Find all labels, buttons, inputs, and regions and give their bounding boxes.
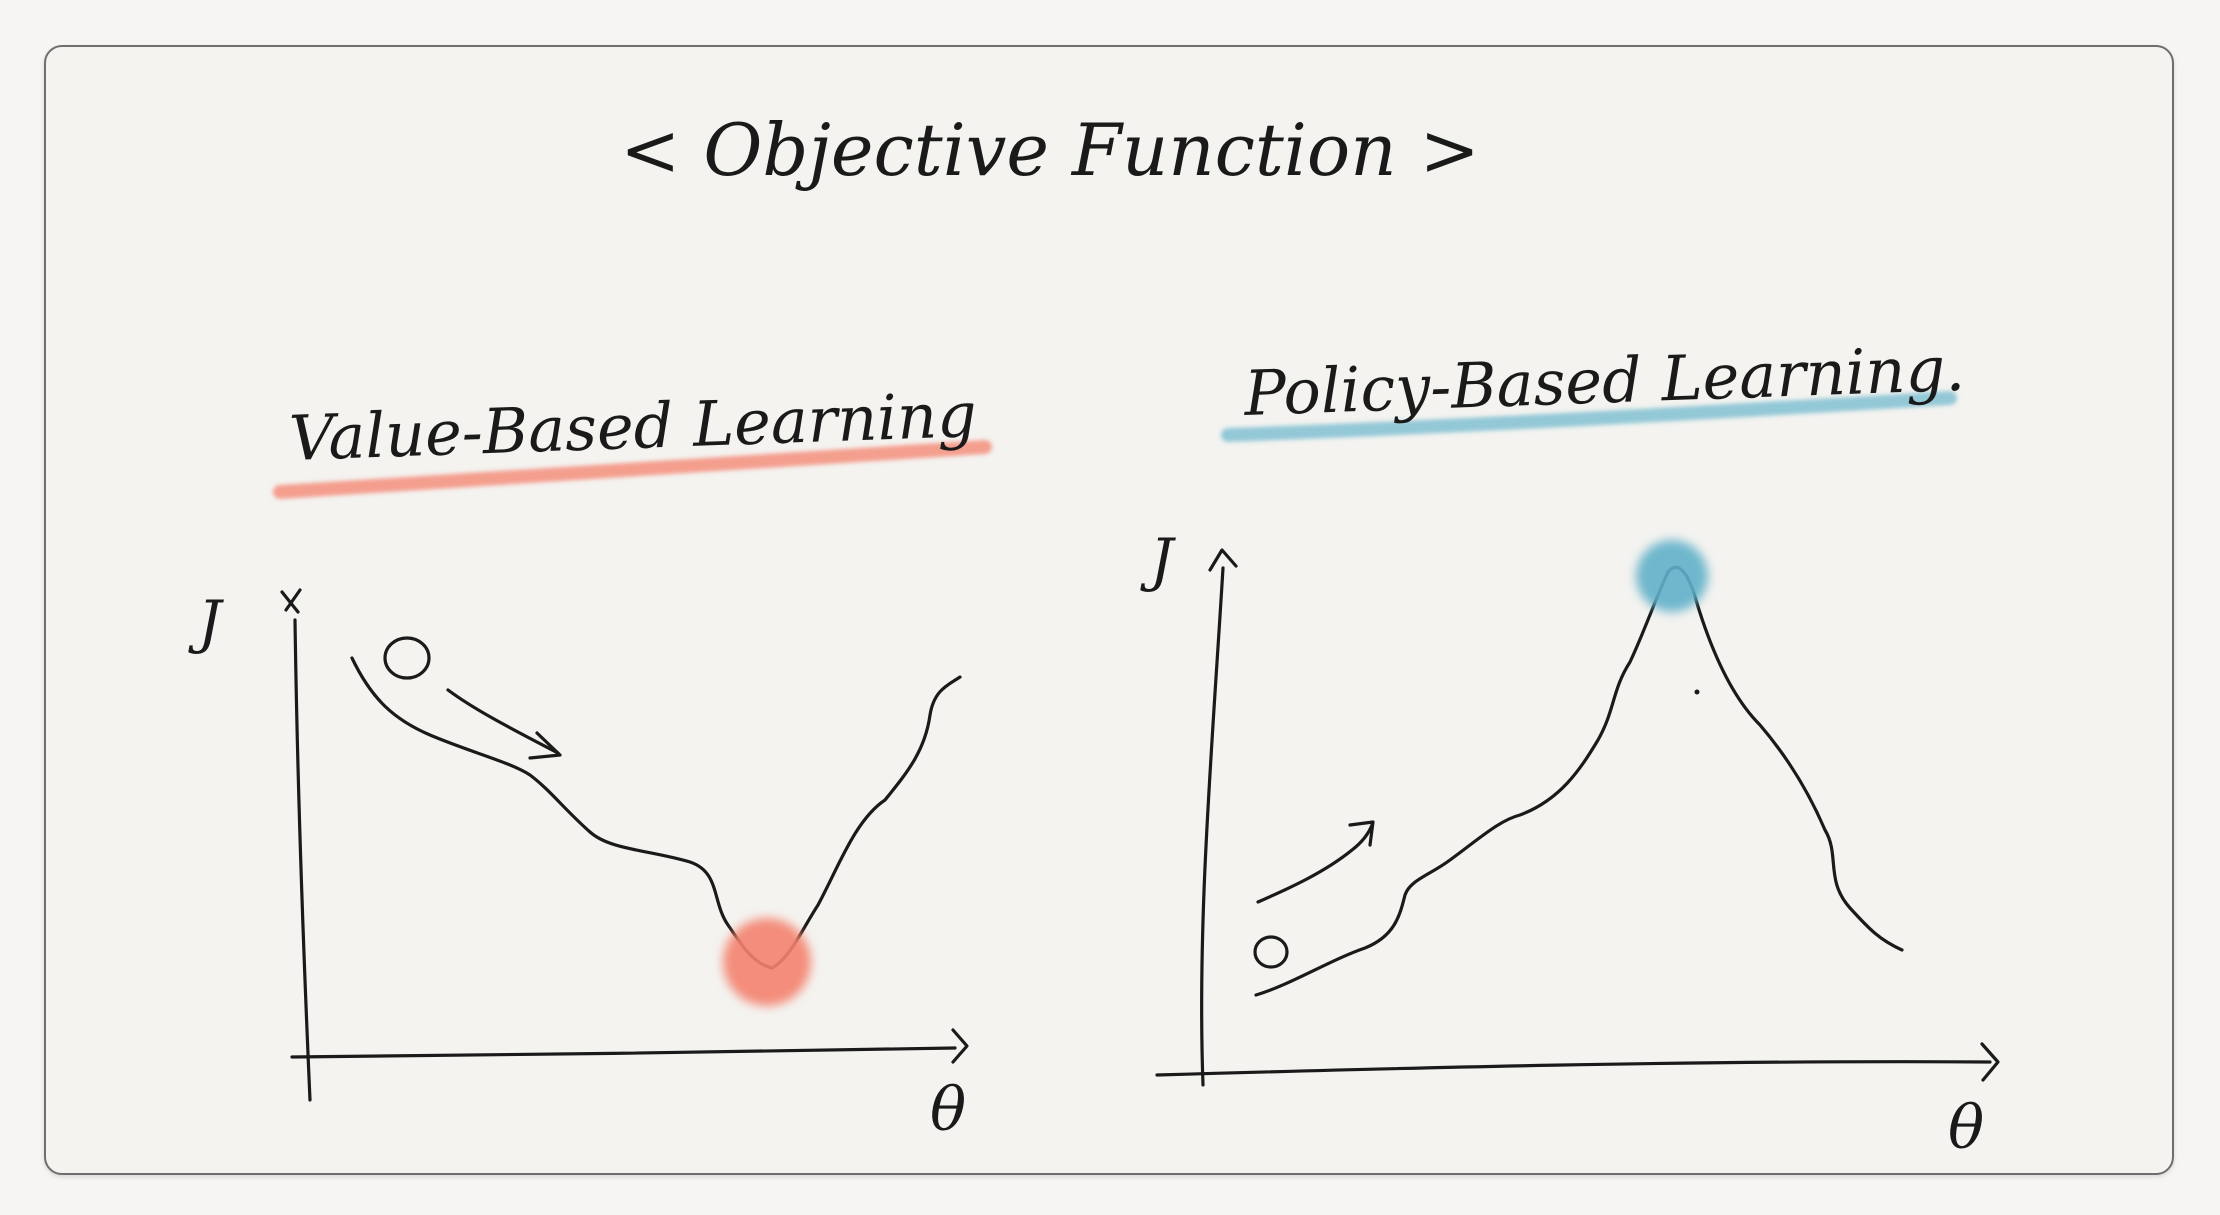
objective-curve — [350, 656, 962, 970]
y-axis-arrowhead — [280, 588, 302, 614]
y-axis — [1200, 566, 1225, 1087]
ascent-arrowhead — [1348, 820, 1375, 847]
ball-marker — [383, 636, 431, 680]
stray-dot — [1694, 689, 1700, 695]
x-axis — [1155, 1060, 1992, 1077]
x-axis-label: θ — [1948, 1093, 1984, 1163]
y-axis-arrowhead — [1208, 548, 1238, 572]
ball-marker — [1253, 935, 1289, 969]
y-axis-label: J — [1140, 526, 1176, 594]
descent-arrowhead — [528, 731, 562, 760]
objective-curve — [1254, 565, 1904, 997]
diagram-title: < Objective Function > — [620, 108, 1480, 192]
y-axis-label: J — [188, 588, 224, 656]
value-based-highlight — [273, 440, 992, 499]
ascent-arrow — [1256, 823, 1374, 904]
x-axis-label: θ — [930, 1075, 966, 1145]
whiteboard — [44, 45, 2174, 1175]
descent-arrow — [446, 688, 560, 755]
x-axis-arrowhead — [951, 1028, 969, 1064]
x-axis-arrowhead — [1980, 1042, 2000, 1082]
policy-based-highlight — [1221, 391, 1957, 442]
minimum-point — [723, 918, 811, 1006]
maximum-point — [1636, 540, 1708, 612]
policy-based-panel: Policy-Based Learning. J θ — [1140, 332, 2000, 1163]
x-axis — [290, 1046, 957, 1059]
y-axis — [293, 618, 312, 1102]
policy-based-heading: Policy-Based Learning. — [1242, 332, 1966, 430]
value-based-panel: Value-Based Learning J θ — [188, 378, 992, 1145]
